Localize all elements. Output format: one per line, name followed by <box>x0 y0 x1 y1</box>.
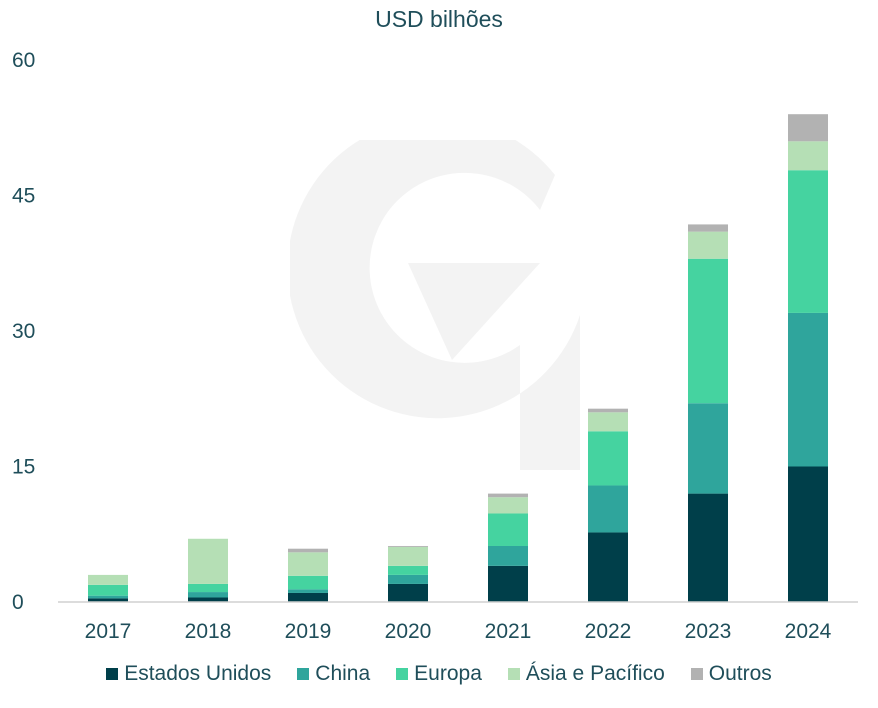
bar-segment <box>788 114 828 142</box>
legend-swatch <box>396 668 409 680</box>
bar-segment <box>188 597 228 602</box>
bar-segment <box>88 574 128 585</box>
legend-swatch <box>507 668 520 680</box>
bar-segment <box>288 589 328 593</box>
x-tick-label: 2022 <box>585 620 632 643</box>
bar-segment <box>488 497 528 514</box>
bar-segment <box>688 493 728 602</box>
x-tick-label: 2023 <box>685 620 732 643</box>
bar-segment <box>288 548 328 553</box>
bar-segment <box>688 403 728 494</box>
bar-segment <box>388 583 428 602</box>
watermark-logo <box>287 118 590 470</box>
x-tick-label: 2020 <box>385 620 432 643</box>
legend-swatch <box>690 668 703 680</box>
bar-segment <box>788 170 828 313</box>
legend-item: Europa <box>396 662 482 686</box>
bar-segment <box>488 565 528 602</box>
legend-label: Outros <box>708 662 772 685</box>
bar-segment <box>188 592 228 598</box>
y-tick-label: 15 <box>12 456 35 479</box>
x-tick-label: 2024 <box>785 620 832 643</box>
bar-segment <box>88 598 128 602</box>
bar-segment <box>588 431 628 486</box>
bar-segment <box>288 552 328 576</box>
x-tick-label: 2018 <box>185 620 232 643</box>
legend-swatch <box>106 668 119 680</box>
legend: Estados Unidos China Europa Ásia e Pacífico… <box>0 662 878 686</box>
legend-label: Estados Unidos <box>124 662 272 685</box>
x-tick-label: 2021 <box>485 620 532 643</box>
bar-segment <box>588 408 628 413</box>
legend-item: Estados Unidos <box>106 662 271 686</box>
x-tick-label: 2019 <box>285 620 332 643</box>
chart-title: USD bilhões <box>375 6 503 32</box>
legend-item: Ásia e Pacífico <box>507 662 665 686</box>
bar-segment <box>488 493 528 498</box>
bar-segment <box>788 312 828 467</box>
bar-segment <box>388 545 428 547</box>
legend-item: China <box>297 662 370 686</box>
bar-segment <box>488 545 528 566</box>
bar-segment <box>788 141 828 171</box>
bar-segment <box>788 466 828 602</box>
y-tick-label: 30 <box>12 320 35 343</box>
bar-segment <box>688 224 728 232</box>
legend-label: Ásia e Pacífico <box>525 662 665 685</box>
bar-segment <box>588 412 628 432</box>
bar-segment <box>188 538 228 584</box>
legend-label: China <box>315 662 371 685</box>
bar-segment <box>388 565 428 575</box>
legend-swatch <box>297 668 310 680</box>
y-tick-label: 0 <box>12 591 24 614</box>
bar-segment <box>388 546 428 566</box>
bar-segment <box>188 583 228 593</box>
bar-segment <box>88 595 128 599</box>
bar-segment <box>588 485 628 533</box>
bar-segment <box>388 574 428 584</box>
bar-segment <box>488 513 528 546</box>
bar-segment <box>588 532 628 602</box>
y-tick-label: 45 <box>12 185 35 208</box>
bar-segment <box>688 258 728 404</box>
bar-segment <box>288 575 328 590</box>
y-tick-label: 60 <box>12 49 35 72</box>
bar-segment <box>688 231 728 259</box>
bar-segment <box>288 592 328 602</box>
legend-label: Europa <box>414 662 482 685</box>
x-tick-label: 2017 <box>85 620 132 643</box>
legend-item: Outros <box>690 662 772 686</box>
bar-segment <box>88 584 128 596</box>
